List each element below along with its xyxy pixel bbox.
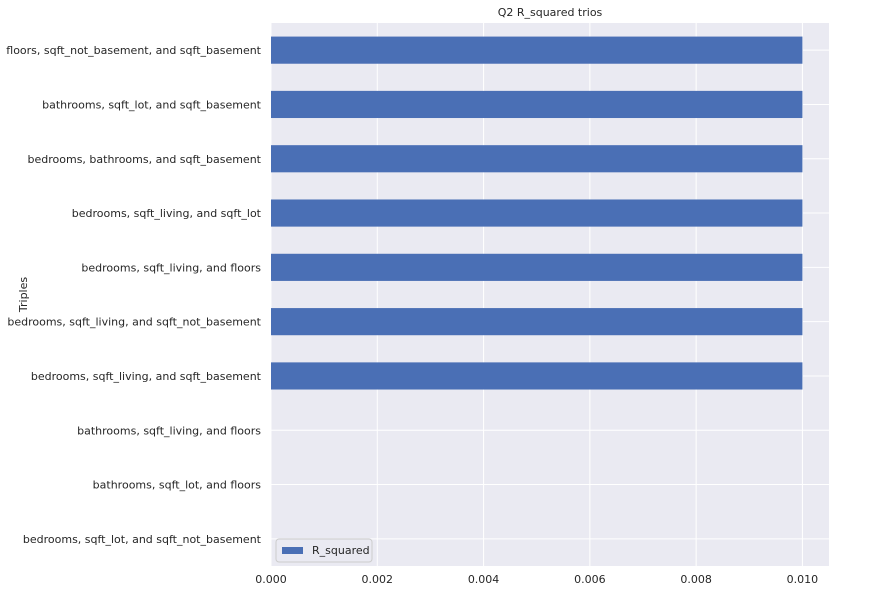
- y-tick-label: bathrooms, sqft_lot, and floors: [93, 479, 262, 492]
- bar: [271, 253, 803, 281]
- y-tick-label: bedrooms, sqft_living, and sqft_lot: [72, 207, 262, 220]
- x-tick-labels: 0.000 0.002 0.004 0.006 0.008 0.010: [255, 573, 818, 586]
- bar: [271, 145, 803, 173]
- y-tick-label: floors, sqft_not_basement, and sqft_base…: [6, 44, 261, 57]
- x-tick-label: 0.004: [468, 573, 500, 586]
- y-axis-label: Triples: [17, 277, 30, 313]
- x-tick-label: 0.002: [362, 573, 394, 586]
- chart-title: Q2 R_squared trios: [498, 6, 603, 19]
- legend-swatch: [282, 547, 303, 554]
- y-tick-label: bathrooms, sqft_lot, and sqft_basement: [42, 98, 262, 111]
- x-tick-label: 0.008: [680, 573, 712, 586]
- legend-label: R_squared: [312, 544, 370, 557]
- bar: [271, 308, 803, 336]
- x-tick-label: 0.000: [255, 573, 287, 586]
- y-tick-labels: floors, sqft_not_basement, and sqft_base…: [6, 44, 261, 546]
- x-tick-label: 0.010: [787, 573, 819, 586]
- bars: [271, 36, 803, 390]
- y-tick-label: bedrooms, sqft_living, and sqft_not_base…: [7, 316, 261, 329]
- bar: [271, 36, 803, 64]
- y-tick-label: bedrooms, sqft_living, and floors: [81, 261, 261, 274]
- legend-box: [275, 538, 373, 563]
- y-tick-label: bedrooms, sqft_lot, and sqft_not_basemen…: [23, 533, 262, 546]
- y-tick-label: bathrooms, sqft_living, and floors: [77, 424, 261, 437]
- bar: [271, 199, 803, 227]
- bar: [271, 90, 803, 119]
- legend: R_squared: [275, 538, 373, 563]
- y-tick-label: bedrooms, sqft_living, and sqft_basement: [31, 370, 262, 383]
- x-tick-label: 0.006: [574, 573, 606, 586]
- bar: [271, 362, 803, 390]
- y-tick-label: bedrooms, bathrooms, and sqft_basement: [28, 153, 262, 166]
